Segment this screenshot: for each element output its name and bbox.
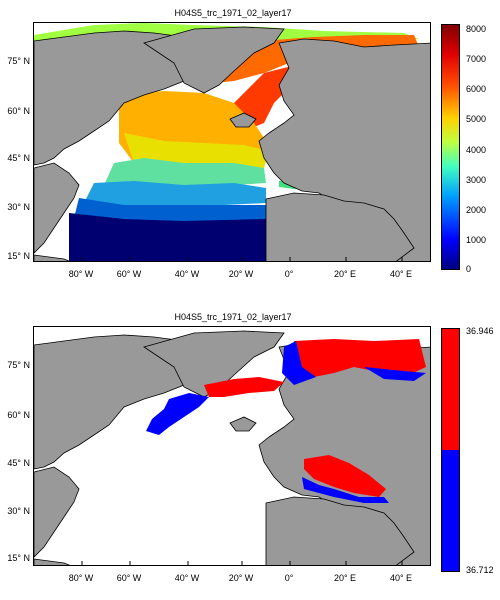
panel2-lat-15: 15° N — [7, 553, 30, 563]
panel1-lon-20w: 20° W — [228, 269, 254, 279]
panel1-lat-15: 15° N — [7, 251, 30, 261]
panel2-lat-30: 30° N — [7, 506, 30, 516]
panel1-cbar-tick-4000: 4000 — [466, 145, 487, 155]
panel2-lon-20e: 20° E — [333, 573, 357, 583]
panel2-graticule-ticks — [81, 561, 403, 565]
panel2-lon-40e: 40° E — [389, 573, 413, 583]
panel2-lat-60: 60° N — [7, 410, 30, 420]
panel1-lon-0: 0° — [284, 269, 294, 279]
panel2-lon-80w: 80° W — [68, 573, 94, 583]
panel1-lon-20e: 20° E — [333, 269, 357, 279]
panel1-cbar-tick-8000: 8000 — [466, 24, 487, 34]
panel2-lon-60w: 60° W — [116, 573, 142, 583]
panel2-colorbar — [441, 328, 460, 572]
panel1-lon-40e: 40° E — [389, 269, 413, 279]
panel1-lat-30: 30° N — [7, 202, 30, 212]
panel1-cbar-tick-1000: 1000 — [466, 235, 487, 245]
panel2-title: H04S5_trc_1971_02_layer17 — [174, 312, 292, 322]
panel1-map — [33, 22, 431, 262]
panel2-map — [33, 326, 431, 566]
panel2-cbar-tick-min: 36.712 — [466, 565, 494, 575]
panel2-lon-40w: 40° W — [174, 573, 200, 583]
panel2-land — [34, 330, 430, 565]
panel2-lat-75: 75° N — [7, 360, 30, 370]
panel1-land — [34, 26, 430, 261]
panel2-cbar-tick-max: 36.946 — [466, 326, 494, 336]
panel1-lat-75: 75° N — [7, 56, 30, 66]
panel2-lon-20w: 20° W — [228, 573, 254, 583]
panel1-lon-80w: 80° W — [68, 269, 94, 279]
panel1-cbar-tick-2000: 2000 — [466, 205, 487, 215]
panel1-cbar-tick-3000: 3000 — [466, 175, 487, 185]
panel1-cbar-tick-6000: 6000 — [466, 84, 487, 94]
panel1-colorbar — [441, 24, 460, 270]
panel1-title: H04S5_trc_1971_02_layer17 — [174, 8, 292, 18]
panel2-data-field — [146, 339, 426, 503]
panel1-lat-45: 45° N — [7, 153, 30, 163]
panel1-lat-60: 60° N — [7, 106, 30, 116]
panel1-cbar-tick-0: 0 — [466, 264, 472, 274]
panel2-lon-0: 0° — [284, 573, 294, 583]
panel1-cbar-tick-7000: 7000 — [466, 54, 487, 64]
panel1-cbar-tick-5000: 5000 — [466, 114, 487, 124]
panel1-lon-40w: 40° W — [174, 269, 200, 279]
panel1-graticule-ticks — [81, 257, 403, 261]
panel1-lon-60w: 60° W — [116, 269, 142, 279]
panel2-lat-45: 45° N — [7, 458, 30, 468]
